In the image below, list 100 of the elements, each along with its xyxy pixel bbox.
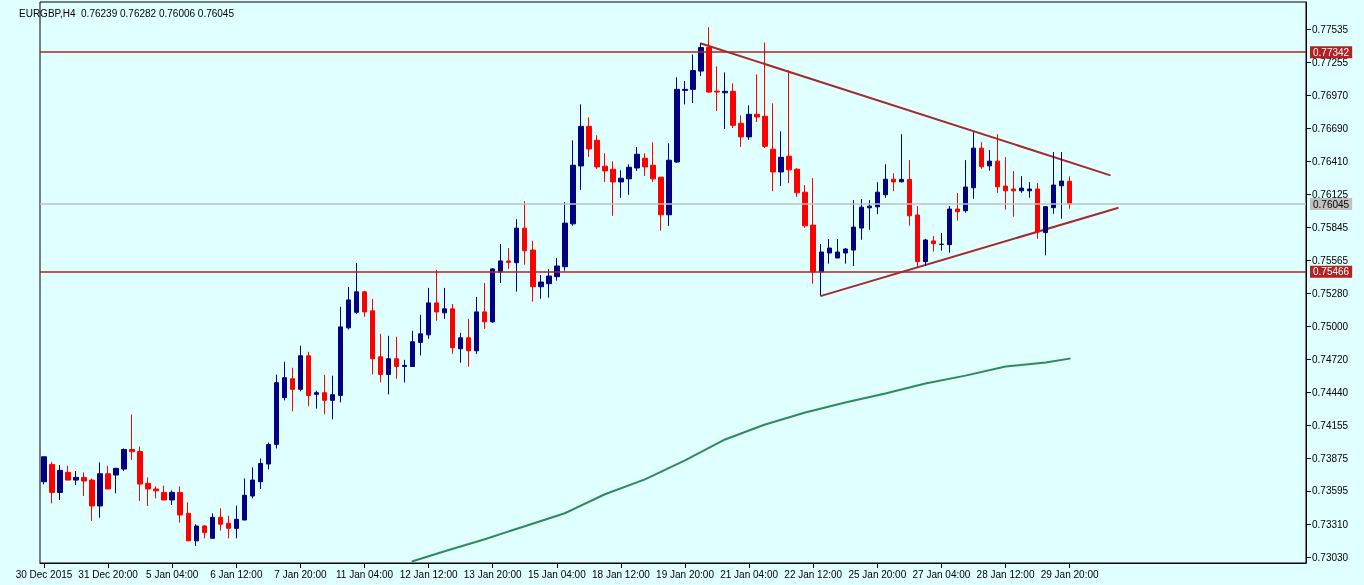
candlestick <box>530 240 536 303</box>
candlestick <box>202 524 207 539</box>
candlestick <box>690 53 696 104</box>
x-tick-label: 6 Jan 12:00 <box>210 568 263 580</box>
candlestick <box>562 201 568 272</box>
candlestick <box>129 413 135 461</box>
candlestick <box>506 247 511 270</box>
candlestick <box>65 465 71 481</box>
candlestick <box>394 336 399 380</box>
x-tick-label: 19 Jan 20:00 <box>656 568 715 580</box>
candlestick <box>298 345 303 392</box>
candlestick <box>186 501 191 542</box>
y-tick-label: 0.74155 <box>1312 419 1349 431</box>
candlestick <box>266 441 271 470</box>
candlestick <box>594 134 600 170</box>
candlestick <box>49 461 55 504</box>
x-tick-label: 5 Jan 04:00 <box>146 568 199 580</box>
candlestick <box>378 333 383 383</box>
candlestick <box>618 169 624 199</box>
candlestick <box>738 114 744 148</box>
candlestick <box>843 247 848 265</box>
candlestick <box>658 176 664 232</box>
candlestick <box>786 69 792 184</box>
text: EURGBP,H4 0.76239 0.76282 0.76006 0.76045 <box>19 7 235 19</box>
candlestick <box>602 152 608 183</box>
y-tick-label: 0.73595 <box>1312 485 1349 497</box>
candlestick <box>194 523 199 547</box>
candlestick <box>226 515 231 539</box>
candlestick <box>650 141 656 183</box>
candlestick <box>626 163 632 196</box>
candlestick <box>730 82 736 129</box>
x-tick-label: 13 Jan 20:00 <box>463 568 523 580</box>
candlestick <box>674 76 680 164</box>
candlestick <box>169 489 175 506</box>
candlestick <box>794 167 800 198</box>
candlestick <box>490 267 495 324</box>
candlestick <box>234 505 239 539</box>
candlestick <box>145 476 151 507</box>
candlestick <box>859 198 864 241</box>
y-tick-label: 0.73875 <box>1312 452 1349 464</box>
candlestick <box>290 367 295 412</box>
candlestick <box>706 26 712 94</box>
candlestick <box>1059 151 1064 220</box>
candlestick <box>250 466 255 499</box>
candlestick <box>883 163 888 199</box>
candlestick <box>714 65 720 112</box>
candlestick <box>1003 156 1008 211</box>
candlestick <box>418 314 423 356</box>
ref-line-label: 0.75466 <box>1313 266 1350 278</box>
candlestick <box>1019 175 1024 194</box>
candlestick <box>987 149 992 172</box>
x-tick-label: 30 Dec 2015 <box>15 568 73 580</box>
candlestick <box>907 159 912 227</box>
candlestick <box>1051 151 1056 215</box>
candlestick <box>682 80 688 105</box>
candlestick <box>450 303 455 355</box>
y-tick-label: 0.77535 <box>1312 24 1349 36</box>
candlestick <box>442 287 447 320</box>
y-tick-label: 0.77255 <box>1312 56 1349 68</box>
candlestick <box>1043 205 1048 256</box>
candlestick <box>802 184 808 229</box>
candlestick <box>121 447 127 472</box>
candlestick <box>474 296 479 355</box>
candlestick <box>97 461 103 519</box>
x-tick-label: 22 Jan 12:00 <box>784 568 843 580</box>
candlestick <box>610 160 616 217</box>
candlestick <box>546 268 552 299</box>
candlestick <box>161 485 167 501</box>
candlestick <box>947 205 952 254</box>
candlestick <box>346 286 351 330</box>
candlestick <box>923 238 928 267</box>
candlestick <box>282 361 287 401</box>
candlestick <box>81 471 87 497</box>
candlestick <box>258 457 263 490</box>
candlestick <box>578 103 584 191</box>
y-tick-label: 0.73030 <box>1312 551 1349 563</box>
candlestick <box>434 269 439 322</box>
candlestick <box>105 465 111 490</box>
candlestick <box>338 306 343 403</box>
candlestick <box>722 71 728 130</box>
candlestick <box>522 200 527 266</box>
candlestick <box>666 142 672 227</box>
candlestick <box>867 199 872 231</box>
candlestick <box>827 238 832 265</box>
candlestick <box>995 133 1000 194</box>
candlestick <box>242 477 247 521</box>
candlestick <box>514 218 519 293</box>
candlestick <box>963 159 968 214</box>
x-tick-label: 28 Jan 12:00 <box>976 568 1035 580</box>
x-tick-label: 15 Jan 04:00 <box>527 568 587 580</box>
x-tick-label: 21 Jan 04:00 <box>720 568 779 580</box>
ref-line-label: 0.76045 <box>1313 198 1350 210</box>
y-tick-label: 0.73310 <box>1312 518 1349 530</box>
candlestick <box>586 116 592 158</box>
candlestick <box>57 464 63 501</box>
candlestick <box>939 232 944 252</box>
candlestick <box>426 287 431 340</box>
candlestick <box>498 243 503 284</box>
candlestick <box>1035 182 1040 240</box>
candlestick <box>402 359 407 383</box>
